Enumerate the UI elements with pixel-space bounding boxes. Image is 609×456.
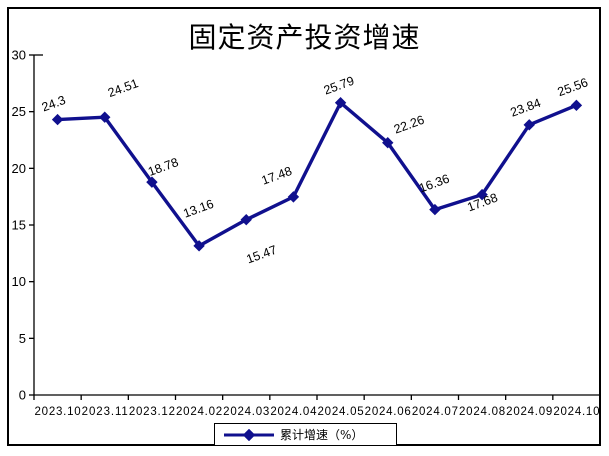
y-axis-tick-label: 25 [12, 104, 26, 119]
chart-outer-frame [7, 7, 601, 446]
x-axis-category-label: 2023.12 [129, 406, 175, 418]
x-axis-category-label: 2024.10 [553, 406, 599, 418]
data-point-marker [240, 213, 252, 226]
y-axis-tick-label: 20 [12, 161, 26, 176]
data-point-marker [476, 188, 488, 201]
y-axis-tick-label: 10 [12, 274, 26, 289]
data-point-marker [193, 240, 205, 252]
x-axis-category-label: 2024.05 [318, 406, 364, 418]
data-point-label: 17.68 [465, 191, 499, 215]
x-axis-category-label: 2024.03 [223, 406, 269, 418]
data-point-marker [523, 119, 535, 131]
data-point-marker [287, 191, 300, 203]
y-axis-tick-label: 15 [12, 218, 26, 233]
data-point-marker [99, 111, 111, 123]
data-point-marker [146, 176, 158, 188]
data-point-marker [429, 203, 441, 216]
data-point-marker [382, 137, 394, 149]
y-axis-tick-label: 5 [19, 331, 26, 346]
series-line [57, 101, 578, 248]
data-point-label: 24.51 [106, 76, 140, 100]
data-point-label: 16.36 [417, 172, 451, 196]
x-axis-category-label: 2024.07 [412, 406, 458, 418]
data-point-label: 17.48 [260, 164, 294, 188]
data-point-label: 24.3 [40, 93, 68, 114]
data-point-marker [334, 97, 347, 109]
y-axis-tick-label: 30 [12, 48, 26, 63]
legend-series-label: 累计增速（%） [280, 428, 364, 442]
data-point-label: 18.78 [146, 155, 180, 179]
data-point-label: 25.79 [322, 74, 356, 98]
x-axis-category-label: 2024.08 [459, 406, 505, 418]
x-axis-category-label: 2023.11 [82, 406, 128, 418]
data-point-label: 22.26 [392, 113, 426, 137]
data-point-label: 13.16 [181, 197, 215, 221]
x-axis-category-label: 2024.09 [506, 406, 552, 418]
chart-title: 固定资产投资增速 [188, 21, 421, 54]
x-axis-category-label: 2024.02 [176, 406, 222, 418]
x-axis-category-label: 2023.10 [35, 406, 81, 418]
data-point-label: 23.84 [508, 96, 542, 120]
data-point-label: 25.56 [556, 75, 590, 99]
x-axis-category-label: 2024.04 [270, 406, 317, 418]
data-point-marker [51, 113, 64, 126]
legend: 累计增速（%） [214, 423, 397, 446]
data-point-marker [570, 99, 583, 112]
x-axis-category-label: 2024.06 [365, 406, 411, 418]
legend-line-marker-icon [224, 428, 274, 441]
legend-diamond-icon [242, 428, 256, 441]
y-axis-tick-label: 0 [19, 388, 26, 403]
data-point-label: 15.47 [244, 243, 278, 267]
